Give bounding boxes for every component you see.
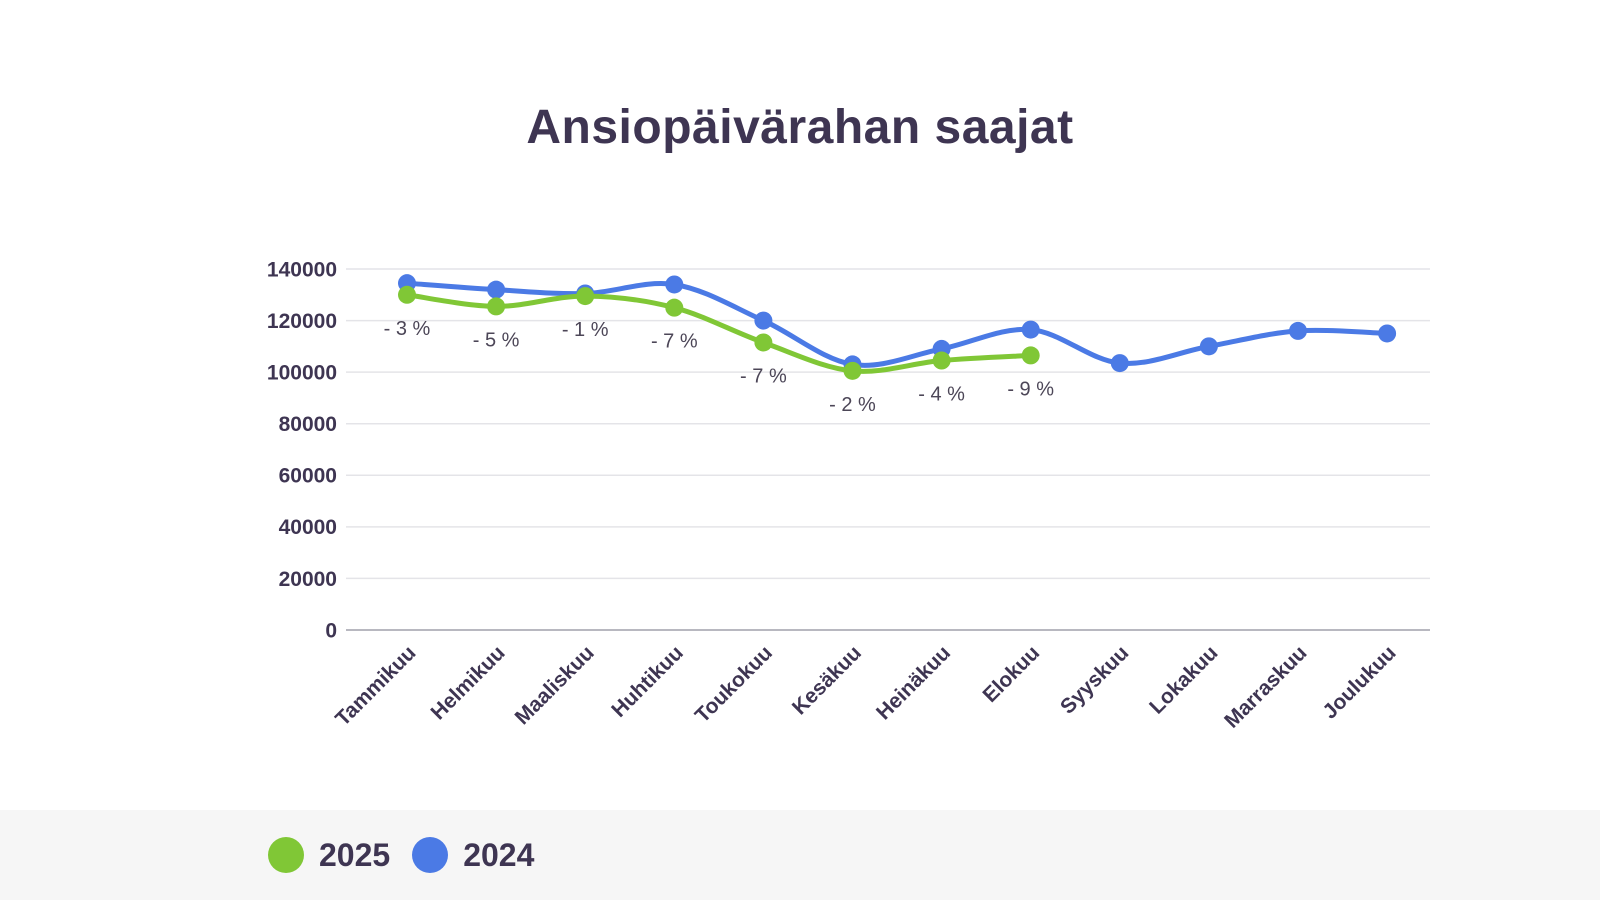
data-point-2025-maaliskuu <box>576 287 595 306</box>
x-axis-label-heinakuu: Heinäkuu <box>872 641 955 724</box>
y-axis-tick-120000: 120000 <box>267 310 337 333</box>
chart-title: Ansiopäivärahan saajat <box>526 101 1074 154</box>
data-point-2025-huhtikuu <box>665 298 684 317</box>
series-line-2024 <box>404 280 1390 368</box>
data-point-2024-marraskuu <box>1289 321 1307 340</box>
change-label-toukokuu: - 7 % <box>740 365 787 387</box>
x-axis-label-lokakuu: Lokakuu <box>1145 641 1222 718</box>
x-axis-label-helmikuu: Helmikuu <box>427 641 510 724</box>
x-axis-label-kesakuu: Kesäkuu <box>788 641 866 719</box>
data-point-2024-lokakuu <box>1199 337 1218 356</box>
change-label-huhtikuu: - 7 % <box>651 331 698 353</box>
data-point-2024-syyskuu <box>1110 354 1129 373</box>
data-point-2025-toukokuu <box>754 333 773 352</box>
change-label-maaliskuu: - 1 % <box>562 319 609 341</box>
x-axis-label-marraskuu: Marraskuu <box>1220 641 1311 732</box>
x-axis-label-syyskuu: Syyskuu <box>1056 641 1133 718</box>
change-label-helmikuu: - 5 % <box>473 329 520 351</box>
change-label-elokuu: - 9 % <box>1007 378 1054 400</box>
change-label-kesakuu: - 2 % <box>829 394 876 416</box>
legend-item-2025: 2025 <box>268 837 390 874</box>
data-point-2025-heinakuu <box>932 351 951 370</box>
y-axis-tick-100000: 100000 <box>267 361 337 384</box>
x-axis-label-joulukuu: Joulukuu <box>1318 641 1400 723</box>
data-point-2024-elokuu <box>1021 320 1040 339</box>
x-axis-label-toukokuu: Toukokuu <box>691 641 777 727</box>
y-axis-tick-0: 0 <box>325 619 337 642</box>
y-axis-tick-80000: 80000 <box>279 413 337 436</box>
legend-item-2024: 2024 <box>412 837 534 874</box>
legend-label-2024: 2024 <box>463 836 535 873</box>
x-axis-label-tammikuu: Tammikuu <box>331 641 420 730</box>
legend-dot-2025 <box>268 837 304 873</box>
chart-legend: 2025 2024 <box>268 837 534 874</box>
x-axis-label-huhtikuu: Huhtikuu <box>607 641 688 722</box>
data-point-2024-helmikuu <box>487 280 506 299</box>
x-axis-label-elokuu: Elokuu <box>978 641 1044 707</box>
legend-label-2025: 2025 <box>319 836 391 873</box>
data-point-2025-kesakuu <box>843 361 862 380</box>
y-axis-tick-140000: 140000 <box>267 258 337 281</box>
legend-dot-2024 <box>412 837 449 873</box>
data-point-2024-huhtikuu <box>665 275 684 294</box>
change-label-heinakuu: - 4 % <box>918 384 965 406</box>
y-axis-tick-20000: 20000 <box>279 568 337 591</box>
change-label-tammikuu: - 3 % <box>384 318 431 340</box>
y-axis-tick-60000: 60000 <box>279 465 337 488</box>
footer: 2025 2024 TYJ <box>0 810 1600 900</box>
y-axis-tick-40000: 40000 <box>279 516 337 539</box>
data-point-2025-tammikuu <box>398 285 416 304</box>
data-point-2024-toukokuu <box>754 311 773 330</box>
data-point-2025-helmikuu <box>487 297 506 316</box>
data-point-2025-elokuu <box>1021 346 1040 365</box>
x-axis-label-maaliskuu: Maaliskuu <box>511 641 599 729</box>
data-point-2024-joulukuu <box>1378 324 1397 343</box>
